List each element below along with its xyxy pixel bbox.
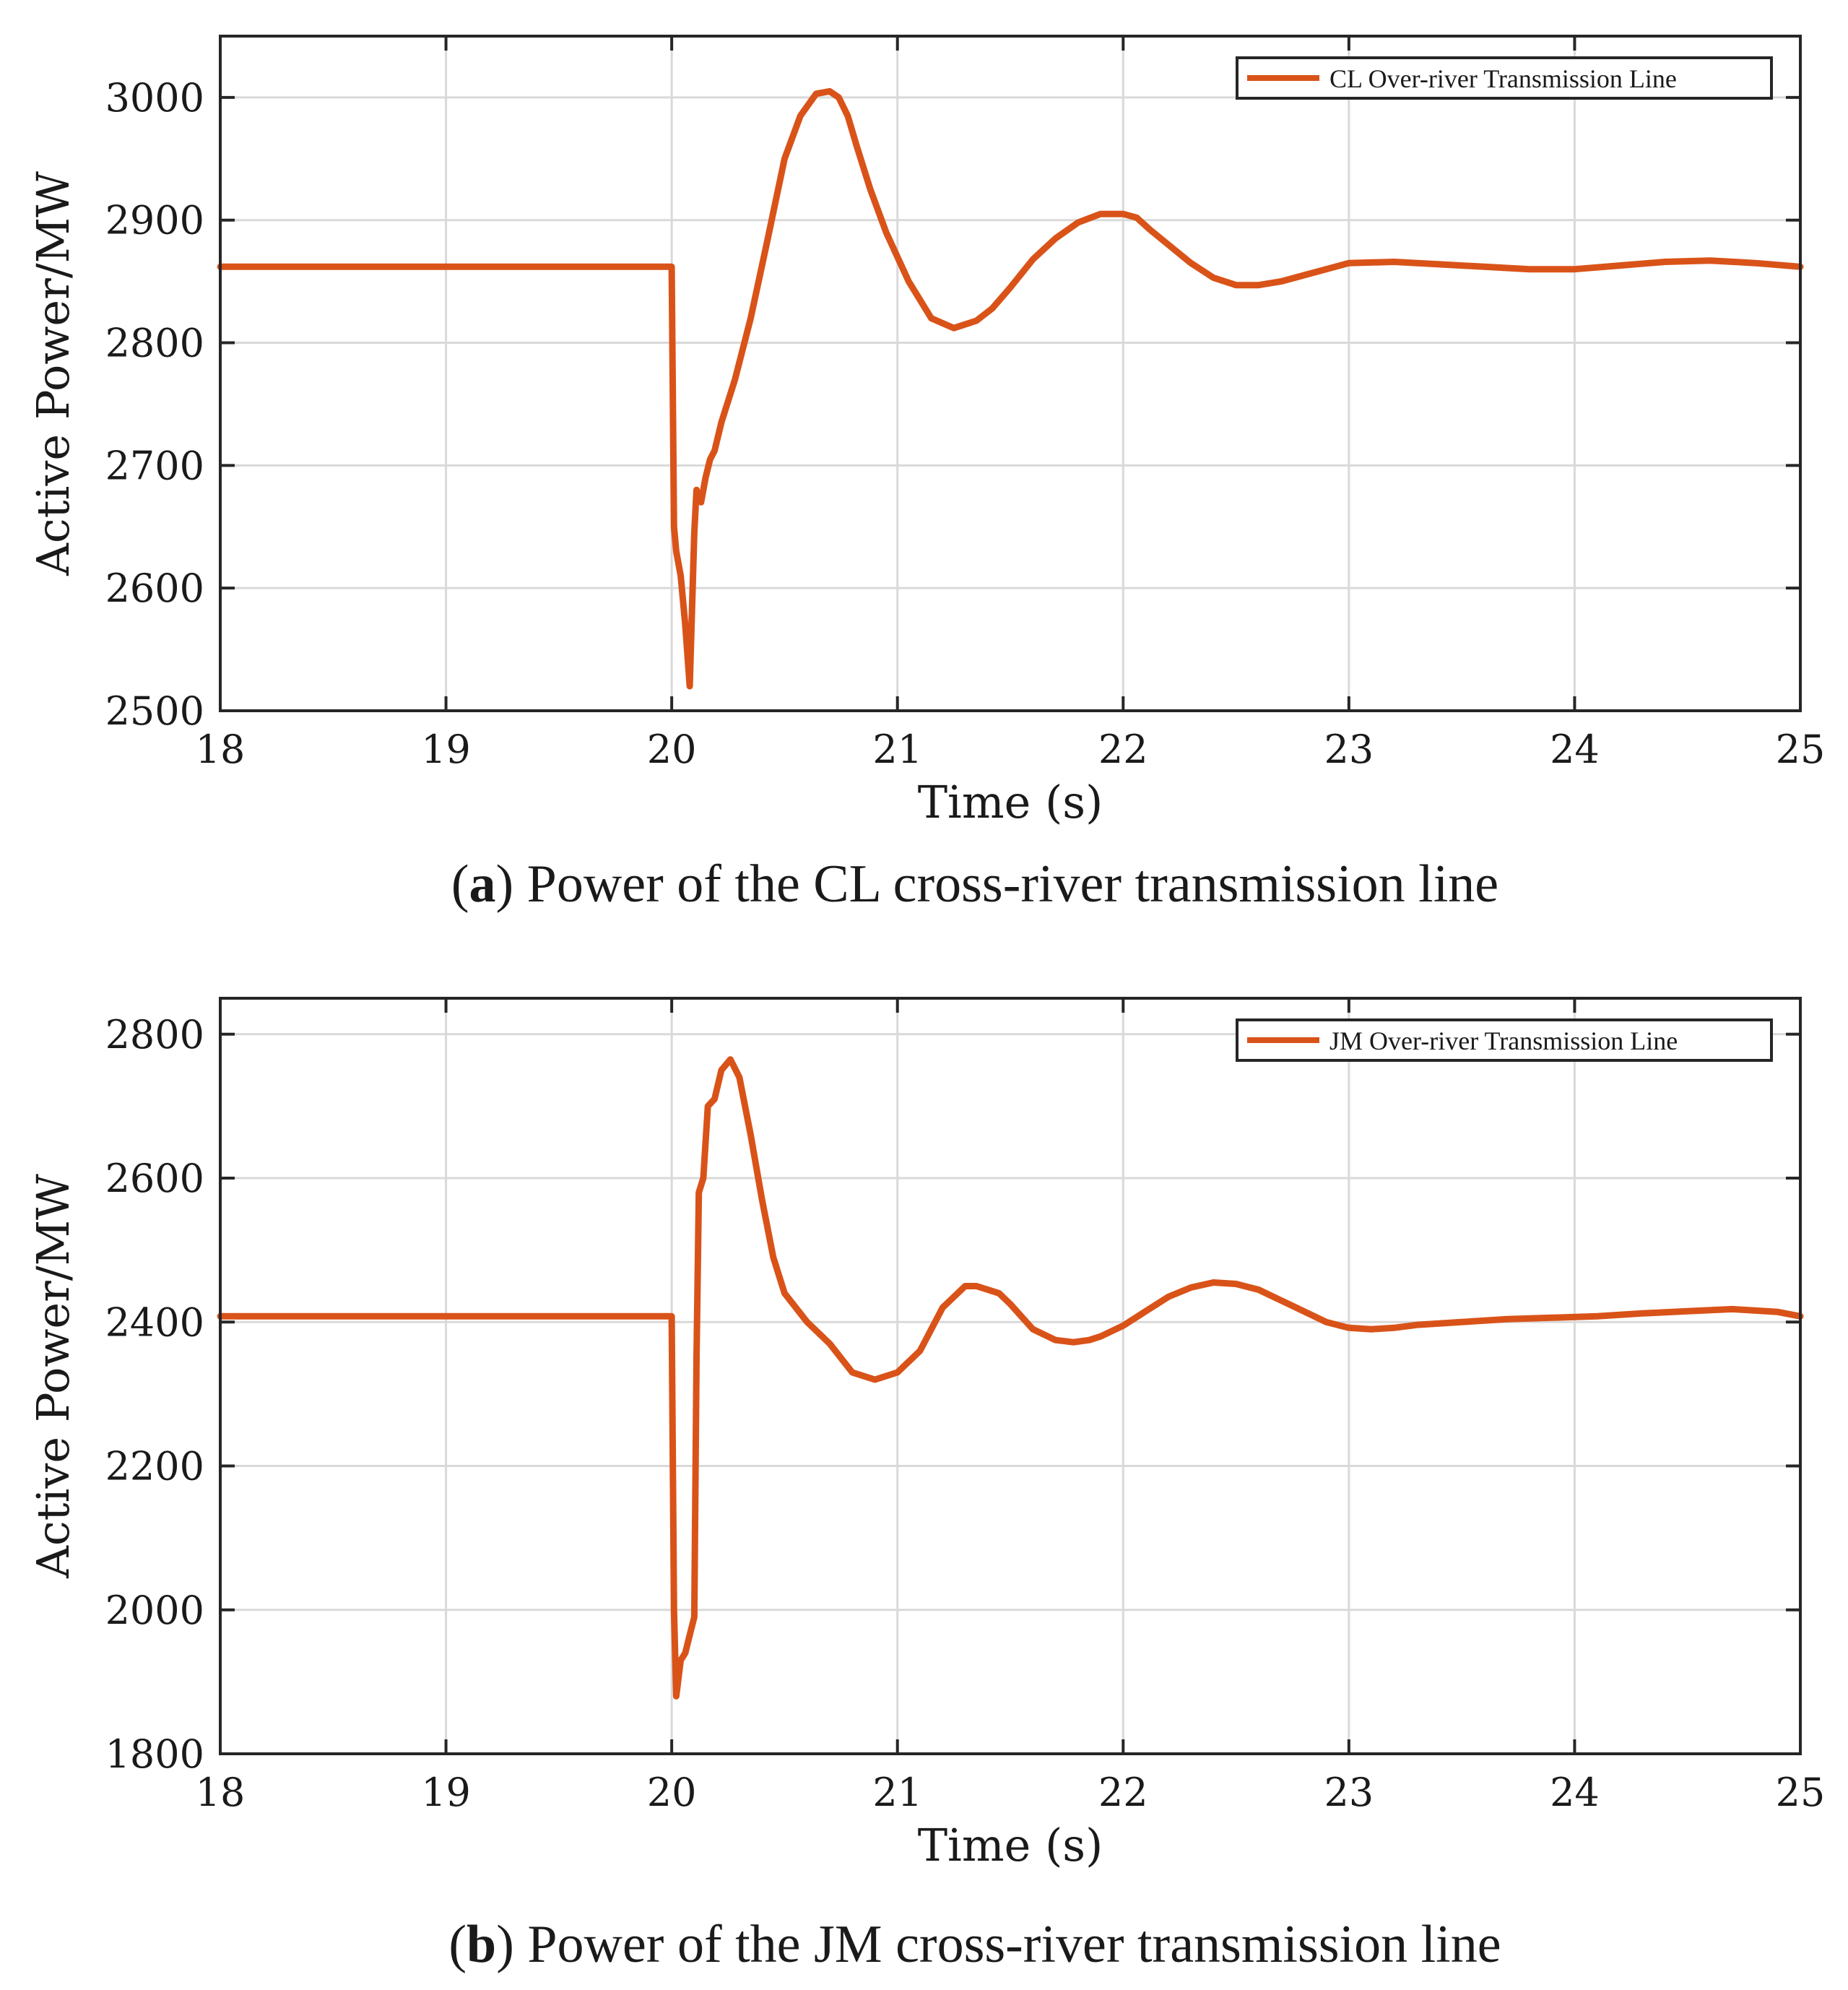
y-tick-label: 2700 <box>105 443 204 488</box>
plot-area-b <box>219 997 1802 1755</box>
y-tick-label: 2200 <box>105 1444 204 1489</box>
panel-b: 18 19 20 21 22 23 24 25 1800 2000 2200 2400 2600 2800… <box>27 997 1826 1974</box>
x-axis-label-a: Time (s) <box>918 776 1103 829</box>
y-tick-label: 1800 <box>105 1731 204 1777</box>
series-line-jm <box>217 1056 1804 1700</box>
x-tick-label: 24 <box>1550 1770 1600 1815</box>
x-tick-label: 21 <box>872 727 922 772</box>
y-tick-label: 3000 <box>105 75 204 121</box>
x-axis-label-b: Time (s) <box>918 1819 1103 1872</box>
ticks-a: 18 19 20 21 22 23 24 25 2500 2600 2700 2800 2900 3000 <box>105 36 1826 772</box>
x-tick-label: 20 <box>647 727 697 772</box>
caption-label-a: a <box>469 855 496 914</box>
legend-box-a <box>1236 56 1773 100</box>
y-axis-label-b: Active Power/MW <box>27 1174 79 1579</box>
x-tick-label: 25 <box>1776 1770 1826 1815</box>
x-tick-label: 19 <box>421 1770 471 1815</box>
grid-a <box>220 36 1800 711</box>
ticks-b: 18 19 20 21 22 23 24 25 1800 2000 2200 2400 2600 2800 <box>105 998 1826 1815</box>
caption-b: (b) Power of the JM cross-river transmis… <box>448 1915 1501 1974</box>
y-tick-label: 2600 <box>105 1156 204 1201</box>
legend-label-b: JM Over-river Transmission Line <box>1329 1026 1678 1055</box>
caption-text-b: Power of the JM cross-river transmission… <box>527 1915 1501 1974</box>
x-tick-label: 22 <box>1098 1770 1148 1815</box>
plot-area-a <box>219 35 1802 712</box>
y-tick-label: 2000 <box>105 1588 204 1633</box>
x-tick-label: 18 <box>196 727 246 772</box>
x-tick-label: 18 <box>196 1770 246 1815</box>
legend-a: CL Over-river Transmission Line <box>1236 56 1773 100</box>
x-tick-label: 23 <box>1324 727 1374 772</box>
x-tick-label: 24 <box>1550 727 1600 772</box>
panel-a: 18 19 20 21 22 23 24 25 2500 2600 2700 2800 2900 3000… <box>27 35 1826 914</box>
series-lines-b <box>217 1056 1804 1700</box>
series-line-cl <box>217 87 1804 690</box>
caption-a: (a) Power of the CL cross-river transmis… <box>451 855 1498 914</box>
y-tick-label: 2400 <box>105 1299 204 1345</box>
grid-b <box>220 998 1800 1754</box>
caption-label-b: b <box>467 1915 496 1974</box>
x-tick-label: 20 <box>647 1770 697 1815</box>
x-tick-label: 22 <box>1098 727 1148 772</box>
x-tick-label: 25 <box>1776 727 1826 772</box>
x-tick-label: 23 <box>1324 1770 1374 1815</box>
legend-b: JM Over-river Transmission Line <box>1236 1018 1773 1062</box>
y-tick-label: 2800 <box>105 321 204 366</box>
x-tick-label: 19 <box>421 727 471 772</box>
y-axis-label-a: Active Power/MW <box>27 171 79 576</box>
legend-box-b <box>1236 1018 1773 1062</box>
y-tick-label: 2600 <box>105 566 204 611</box>
series-lines-a <box>217 87 1804 690</box>
y-tick-label: 2800 <box>105 1012 204 1057</box>
x-tick-label: 21 <box>872 1770 922 1815</box>
caption-text-a: Power of the CL cross-river transmission… <box>527 855 1498 914</box>
y-tick-label: 2900 <box>105 198 204 243</box>
legend-label-a: CL Over-river Transmission Line <box>1329 64 1677 93</box>
y-tick-label: 2500 <box>105 688 204 734</box>
